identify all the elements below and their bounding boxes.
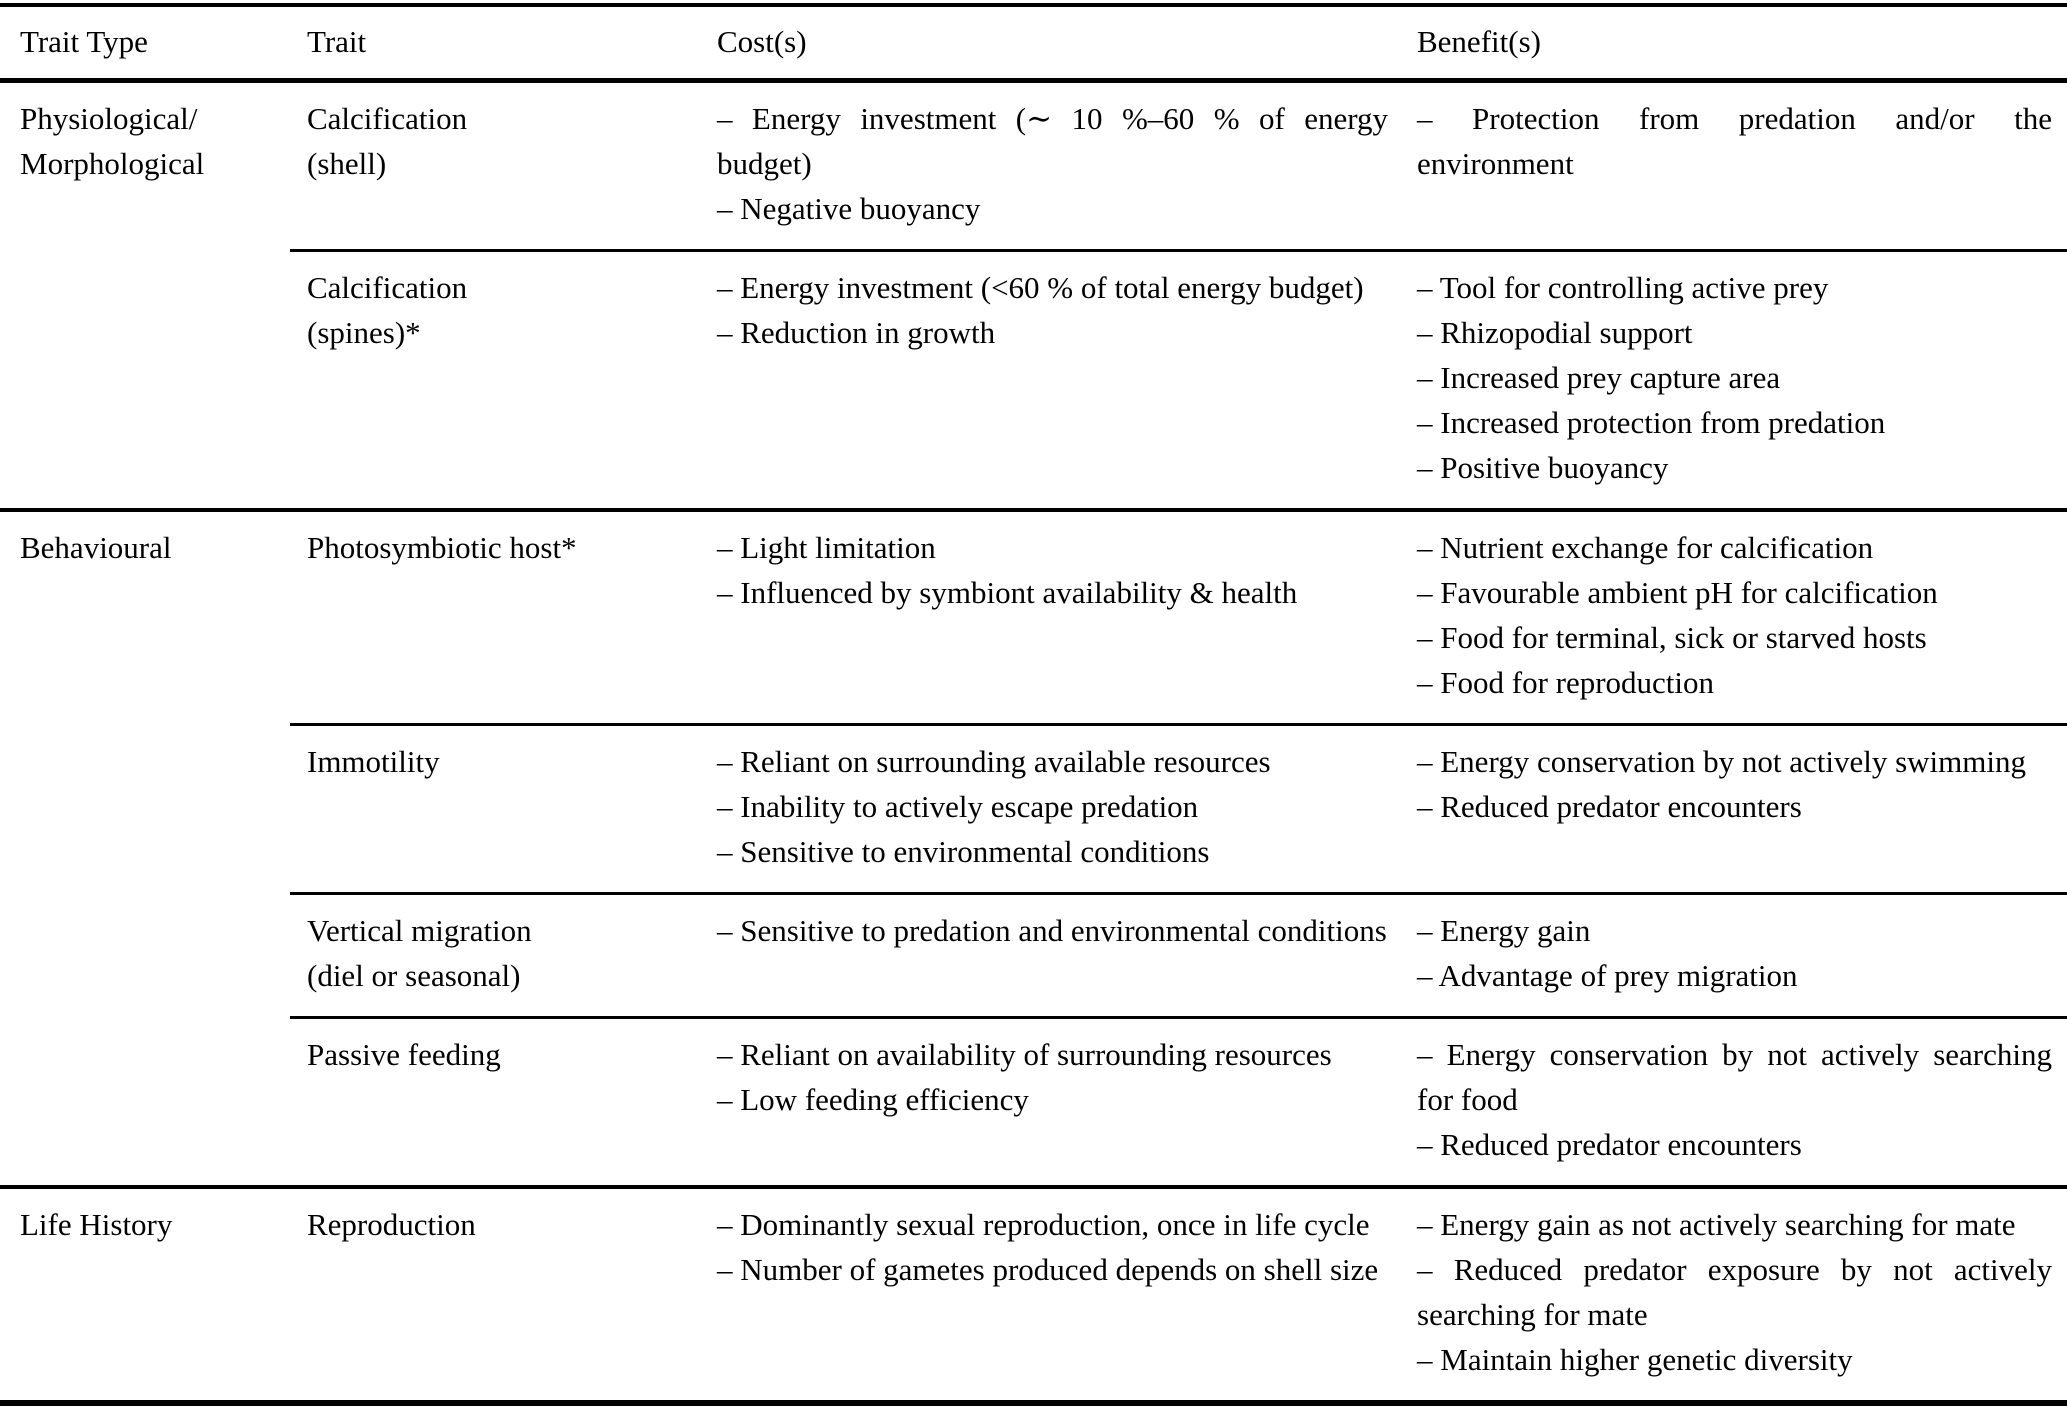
table-row: Calcification (spines)* – Energy investm… (0, 249, 2067, 510)
header-row: Trait Type Trait Cost(s) Benefit(s) (0, 5, 2067, 83)
benefits-cell: – Energy gain – Advantage of prey migrat… (1400, 892, 2067, 1018)
costs-cell: – Light limitation – Influenced by symbi… (700, 508, 1400, 725)
trait-type-cell: Physiological/ Morphological (20, 101, 205, 181)
table-row: Physiological/ Morphological Calcificati… (0, 81, 2067, 251)
costs-cell: – Reliant on surrounding available resou… (700, 723, 1400, 894)
benefits-cell: – Protection from predation and/or the e… (1417, 101, 2052, 181)
table-row: Life History Reproduction – Dominantly s… (0, 1185, 2067, 1403)
trait-cell: Calcification (spines)* (290, 249, 700, 510)
benefits-cell: – Energy conservation by not actively se… (1400, 1016, 2067, 1187)
trait-cell: Vertical migration (diel or seasonal) (290, 892, 700, 1018)
costs-cell: – Sensitive to predation and environment… (700, 892, 1400, 1018)
costs-cell: – Dominantly sexual reproduction, once i… (700, 1185, 1400, 1403)
costs-cell: – Energy investment (∼ 10 %–60 % of ener… (717, 101, 1388, 226)
trait-cell: Calcification (shell) (307, 101, 468, 181)
benefits-cell: – Tool for controlling active prey – Rhi… (1400, 249, 2067, 510)
trait-cell: Passive feeding (290, 1016, 700, 1187)
benefits-cell: – Energy conservation by not actively sw… (1400, 723, 2067, 894)
trait-cell: Reproduction (290, 1185, 700, 1403)
trait-cost-benefit-table: Trait Type Trait Cost(s) Benefit(s) Phys… (0, 3, 2067, 1406)
table-row: Behavioural Photosymbiotic host* – Light… (0, 508, 2067, 1187)
column-header-costs: Cost(s) (700, 5, 1400, 83)
benefits-cell: – Energy gain as not actively searching … (1400, 1185, 2067, 1403)
column-header-trait-type: Trait Type (0, 5, 290, 83)
column-header-trait: Trait (290, 5, 700, 83)
costs-cell: – Energy investment (<60 % of total ener… (700, 249, 1400, 510)
column-header-benefits: Benefit(s) (1400, 5, 2067, 83)
trait-cell: Photosymbiotic host* (290, 508, 700, 725)
trait-cell: Immotility (290, 723, 700, 894)
benefits-cell: – Nutrient exchange for calcification – … (1400, 508, 2067, 725)
trait-type-cell: Behavioural (0, 508, 290, 1187)
costs-cell: – Reliant on availability of surrounding… (700, 1016, 1400, 1187)
table-row: Passive feeding – Reliant on availabilit… (0, 1016, 2067, 1187)
trait-type-cell: Life History (0, 1185, 290, 1403)
table-row: Immotility – Reliant on surrounding avai… (0, 723, 2067, 894)
table-row: Vertical migration (diel or seasonal) – … (0, 892, 2067, 1018)
